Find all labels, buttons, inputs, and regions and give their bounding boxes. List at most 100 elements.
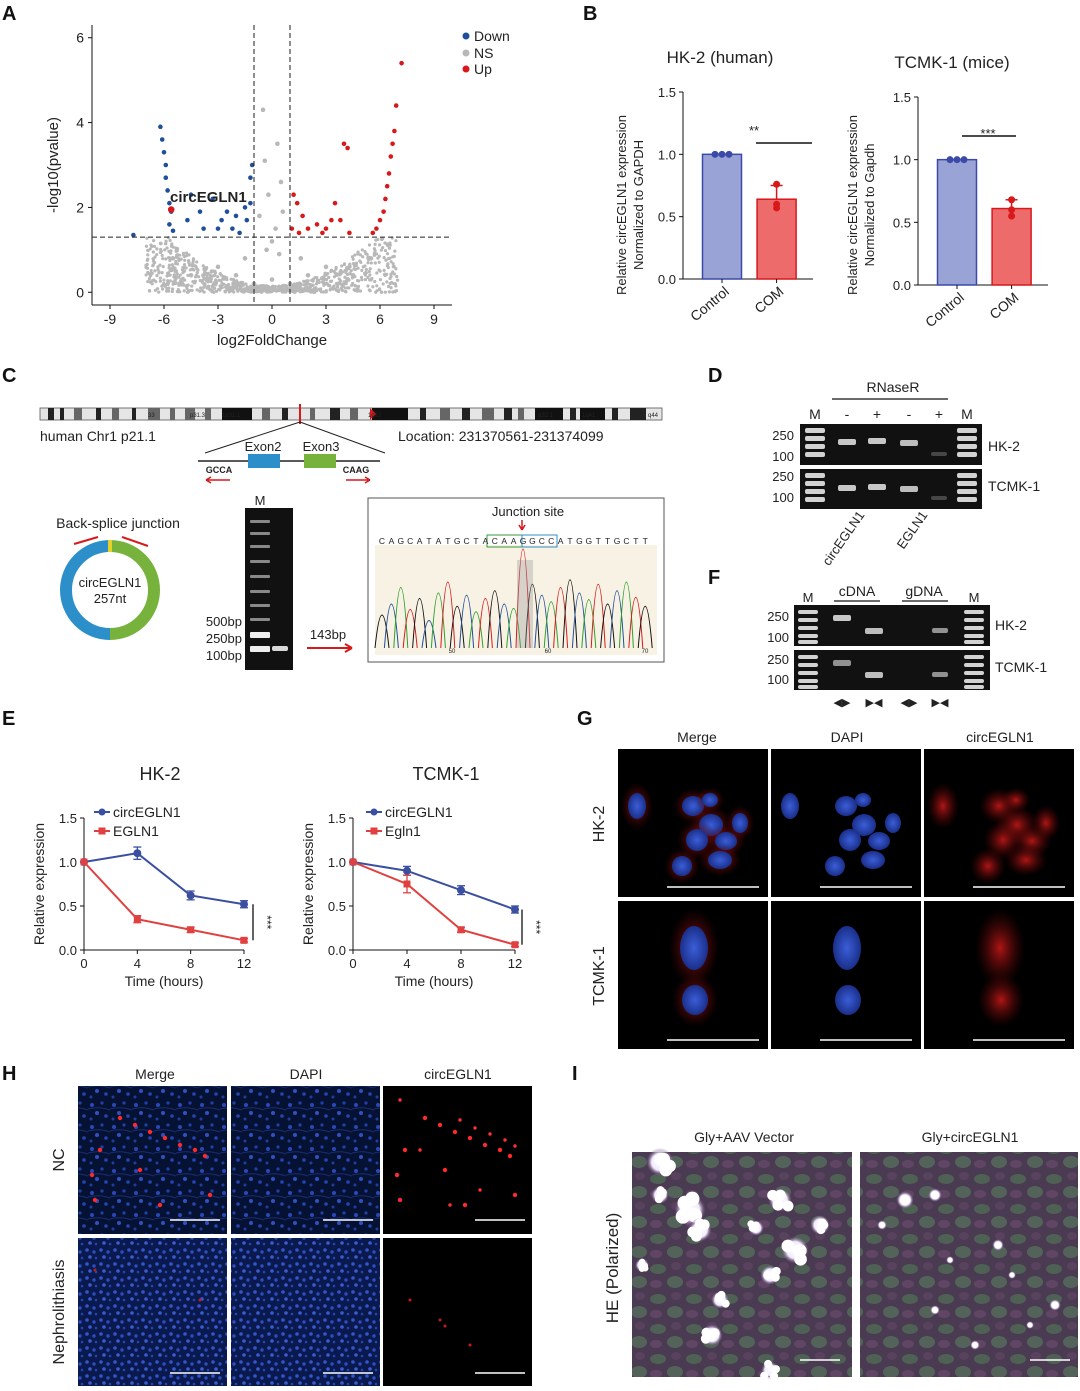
ns-point xyxy=(319,290,324,294)
ns-point xyxy=(144,273,148,277)
ns-point xyxy=(165,274,169,278)
merge-red-signal xyxy=(92,1197,98,1203)
circ-length: 257nt xyxy=(94,591,127,606)
ns-point xyxy=(328,284,332,288)
down-point xyxy=(170,228,176,234)
chromatogram-peak xyxy=(543,601,559,649)
gel-band xyxy=(798,655,818,659)
band-label: 1q12 xyxy=(368,413,382,419)
ns-point xyxy=(382,255,386,260)
ns-point xyxy=(387,290,391,294)
chrom-band xyxy=(112,408,119,420)
ns-point xyxy=(305,273,311,278)
ns-point xyxy=(368,256,374,261)
y-tick-label: 4 xyxy=(76,115,84,131)
bsj-label: Back-splice junction xyxy=(56,515,180,531)
circ-exon2-arc xyxy=(60,540,111,640)
cell-nucleus xyxy=(672,856,692,876)
ns-point xyxy=(147,289,152,293)
ns-point xyxy=(249,284,253,288)
gel-d-lane-label: - xyxy=(907,406,912,422)
line-y-tick-label: 1.0 xyxy=(59,855,77,870)
cell-cytoplasm xyxy=(970,848,1006,884)
ns-point xyxy=(263,287,267,291)
ns-point xyxy=(180,268,185,272)
bar-title-tcmk1: TCMK-1 (mice) xyxy=(894,53,1009,72)
ns-point xyxy=(328,288,332,292)
legend-ns: NS xyxy=(474,45,493,61)
gel-band xyxy=(964,610,984,614)
gel-band xyxy=(932,628,948,633)
ns-point xyxy=(264,290,269,294)
crystal-fragment xyxy=(770,1372,779,1381)
gel-rnaser: RNaseR M - + - + M 250 100 250 100 HK-2 TCMK-… xyxy=(772,379,1040,568)
ns-point xyxy=(363,273,367,277)
ns-point xyxy=(386,243,390,248)
ns-point xyxy=(250,286,254,291)
seq-letter: T xyxy=(605,536,610,546)
cell-nucleus xyxy=(702,793,718,807)
ns-point xyxy=(324,273,328,277)
up-point xyxy=(305,226,311,231)
ns-point xyxy=(273,226,278,231)
circegln1-red-signal xyxy=(398,1098,402,1102)
ns-point xyxy=(232,279,236,283)
cell-nucleus xyxy=(781,793,799,819)
chrom-band xyxy=(60,408,64,420)
ns-point xyxy=(292,289,296,294)
ns-point xyxy=(180,281,184,285)
ns-point xyxy=(375,271,379,275)
ns-point xyxy=(214,281,218,286)
line-series-egln1 xyxy=(352,861,516,946)
seq-letter: T xyxy=(567,536,572,546)
gel-f-m-left: M xyxy=(803,590,814,605)
chrom-band xyxy=(222,408,252,420)
crystal-fragment xyxy=(794,1253,807,1266)
cell-cytoplasm xyxy=(1001,787,1031,813)
ns-point xyxy=(218,272,222,276)
up-point xyxy=(384,183,390,189)
g-col-circegln1: circEGLN1 xyxy=(966,729,1034,745)
down-point xyxy=(167,222,172,227)
up-point xyxy=(341,141,347,147)
ns-point xyxy=(366,284,370,288)
legend-hk2-linear: EGLN1 xyxy=(113,823,159,839)
cell-nucleus xyxy=(628,793,646,819)
size-100: 100 xyxy=(772,449,794,464)
ns-point xyxy=(178,273,182,277)
ns-point xyxy=(340,264,344,268)
ns-point xyxy=(262,158,268,164)
ns-point xyxy=(378,269,382,273)
ns-point xyxy=(387,246,392,250)
ns-point xyxy=(174,259,178,264)
up-point xyxy=(323,226,329,231)
ns-point xyxy=(165,271,170,275)
ns-point xyxy=(210,269,214,273)
ns-point xyxy=(190,284,194,288)
ns-point xyxy=(347,286,351,290)
ns-point xyxy=(188,268,193,272)
bar-com xyxy=(991,207,1032,286)
ns-point xyxy=(183,258,187,262)
ns-point xyxy=(377,254,381,258)
ns-point xyxy=(371,285,375,289)
seq-letter: G xyxy=(454,536,461,546)
ns-point xyxy=(377,243,382,247)
ns-point xyxy=(348,262,352,266)
down-point xyxy=(159,137,165,142)
gel-band xyxy=(798,663,818,667)
seq-letter: T xyxy=(426,536,431,546)
cell-nucleus xyxy=(852,814,876,836)
gel-band xyxy=(964,671,984,675)
ns-point xyxy=(197,275,201,279)
gel-band xyxy=(957,428,977,433)
ns-point xyxy=(284,284,288,288)
circegln1-red-signal xyxy=(497,1147,503,1153)
gel-band xyxy=(865,628,883,634)
legend-down: Down xyxy=(474,28,510,44)
crystal-fragment xyxy=(1027,1322,1033,1328)
bar-y-tick-label: 0.5 xyxy=(658,210,676,225)
cell-nucleus xyxy=(686,829,708,851)
gel-size-250: 250bp xyxy=(206,631,242,646)
ns-point xyxy=(388,256,392,260)
